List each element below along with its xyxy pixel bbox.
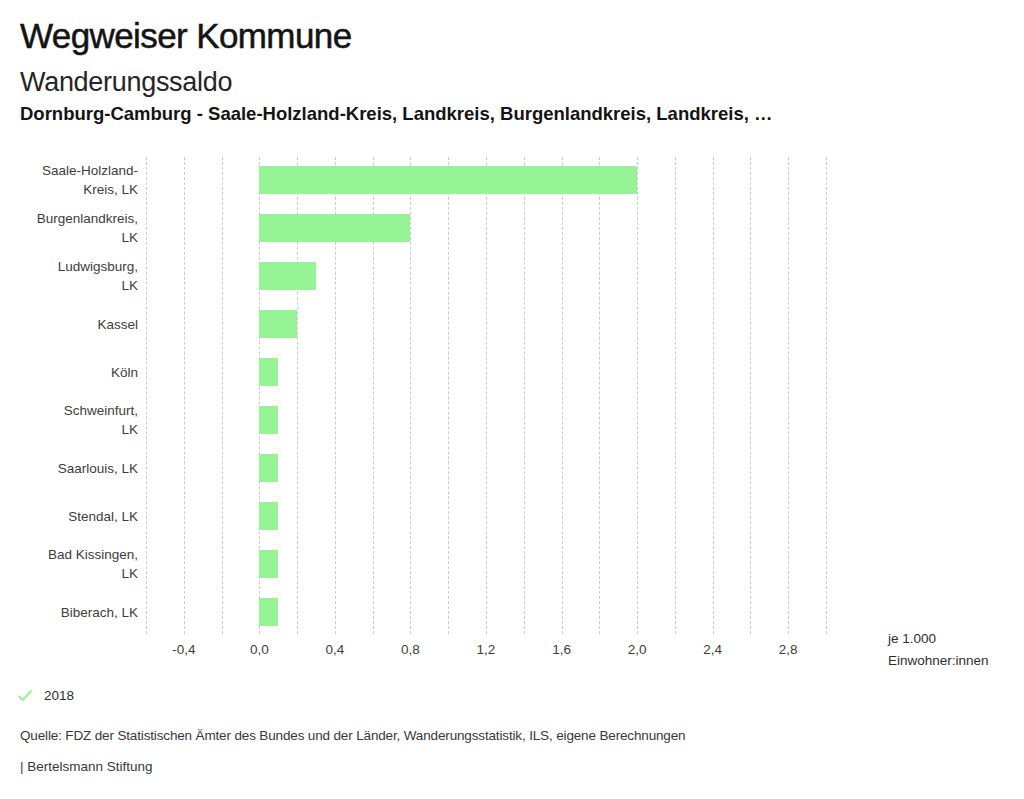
x-tick-label: 0,8 bbox=[401, 642, 420, 657]
gridline bbox=[675, 157, 676, 634]
brand-note: | Bertelsmann Stiftung bbox=[20, 759, 153, 774]
bar-Ludwigsburg, LK[interactable] bbox=[259, 262, 316, 290]
bar-Köln[interactable] bbox=[259, 358, 278, 386]
page-title: Wegweiser Kommune bbox=[20, 17, 352, 55]
x-tick-label: 2,0 bbox=[628, 642, 647, 657]
bar-Burgenlandkreis, LK[interactable] bbox=[259, 214, 410, 242]
chart-title: Wanderungssaldo bbox=[20, 66, 232, 98]
x-tick-label: -0,4 bbox=[172, 642, 195, 657]
category-label-Ludwigsburg, LK: Ludwigsburg,LK bbox=[0, 252, 138, 300]
category-label-Stendal, LK: Stendal, LK bbox=[0, 492, 138, 540]
check-icon bbox=[17, 689, 33, 702]
gridline bbox=[184, 157, 185, 634]
category-label-Saarlouis, LK: Saarlouis, LK bbox=[0, 444, 138, 492]
x-tick-label: 0,0 bbox=[250, 642, 269, 657]
gridline bbox=[713, 157, 714, 634]
legend-label: 2018 bbox=[44, 688, 74, 703]
axis-unit-label: je 1.000 Einwohner:innen bbox=[888, 628, 989, 671]
category-label-Biberach, LK: Biberach, LK bbox=[0, 588, 138, 636]
x-tick-label: 0,4 bbox=[325, 642, 344, 657]
gridline bbox=[788, 157, 789, 634]
gridline bbox=[146, 157, 147, 634]
bar-Saale-Holzland-Kreis, LK[interactable] bbox=[259, 166, 637, 194]
plot-area bbox=[146, 156, 826, 636]
legend-item-2018[interactable]: 2018 bbox=[17, 688, 74, 703]
gridline bbox=[448, 157, 449, 634]
gridline bbox=[637, 157, 638, 634]
chart-context-line: Dornburg-Camburg - Saale-Holzland-Kreis,… bbox=[20, 102, 772, 125]
category-label-Burgenlandkreis, LK: Burgenlandkreis,LK bbox=[0, 204, 138, 252]
gridline bbox=[750, 157, 751, 634]
gridline bbox=[562, 157, 563, 634]
gridline bbox=[524, 157, 525, 634]
axis-unit-line-2: Einwohner:innen bbox=[888, 650, 989, 672]
bar-Saarlouis, LK[interactable] bbox=[259, 454, 278, 482]
category-label-Kassel: Kassel bbox=[0, 300, 138, 348]
bar-Biberach, LK[interactable] bbox=[259, 598, 278, 626]
category-label-Köln: Köln bbox=[0, 348, 138, 396]
axis-unit-line-1: je 1.000 bbox=[888, 628, 989, 650]
y-axis-labels: Saale-Holzland-Kreis, LKBurgenlandkreis,… bbox=[0, 156, 138, 636]
bar-Schweinfurt, LK[interactable] bbox=[259, 406, 278, 434]
category-label-Bad Kissingen, LK: Bad Kissingen,LK bbox=[0, 540, 138, 588]
gridline bbox=[410, 157, 411, 634]
x-tick-label: 2,8 bbox=[779, 642, 798, 657]
gridline bbox=[486, 157, 487, 634]
bar-Stendal, LK[interactable] bbox=[259, 502, 278, 530]
category-label-Saale-Holzland-Kreis, LK: Saale-Holzland-Kreis, LK bbox=[0, 156, 138, 204]
bar-Bad Kissingen, LK[interactable] bbox=[259, 550, 278, 578]
category-label-Schweinfurt, LK: Schweinfurt,LK bbox=[0, 396, 138, 444]
x-tick-label: 1,6 bbox=[552, 642, 571, 657]
x-tick-label: 2,4 bbox=[703, 642, 722, 657]
x-tick-label: 1,2 bbox=[477, 642, 496, 657]
gridline bbox=[222, 157, 223, 634]
source-note: Quelle: FDZ der Statistischen Ämter des … bbox=[20, 728, 685, 743]
gridline bbox=[599, 157, 600, 634]
bar-Kassel[interactable] bbox=[259, 310, 297, 338]
gridline bbox=[826, 157, 827, 634]
